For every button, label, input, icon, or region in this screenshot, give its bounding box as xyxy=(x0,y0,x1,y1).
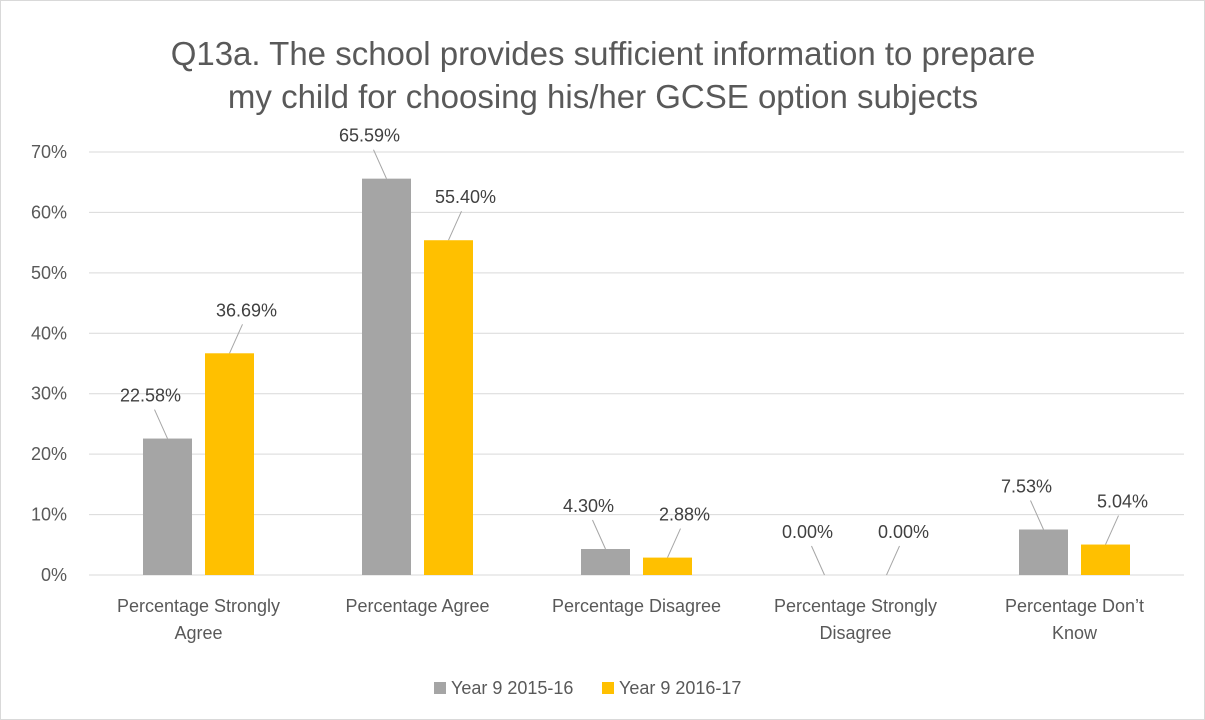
data-label-leader xyxy=(592,519,606,550)
bars xyxy=(143,178,1130,576)
chart-title-line: Q13a. The school provides sufficient inf… xyxy=(171,35,1036,72)
data-label-leader xyxy=(229,324,243,354)
legend-label: Year 9 2015-16 xyxy=(451,678,573,698)
y-tick-label: 40% xyxy=(31,323,67,343)
bar-year-9-2015-16 xyxy=(143,438,192,575)
data-label: 7.53% xyxy=(1001,476,1052,496)
x-category-label: Percentage Disagree xyxy=(552,596,721,616)
x-category-label: Agree xyxy=(174,623,222,643)
data-label: 4.30% xyxy=(563,496,614,516)
x-axis-categories: Percentage Strongly Agree Percentage Agree… xyxy=(117,596,1144,643)
data-label-leader xyxy=(1030,500,1044,530)
chart-title: Q13a. The school provides sufficient inf… xyxy=(171,35,1036,115)
data-label-leader xyxy=(886,545,900,576)
bar-year-9-2016-17 xyxy=(643,557,692,575)
chart-title-line: my child for choosing his/her GCSE optio… xyxy=(228,78,978,115)
bar-year-9-2015-16 xyxy=(1019,529,1068,575)
legend-swatch-year-9-2015-16 xyxy=(434,682,446,694)
bar-year-9-2015-16 xyxy=(581,549,630,575)
data-label-leader xyxy=(448,211,462,241)
data-label-leader xyxy=(373,149,387,179)
x-category-label: Disagree xyxy=(819,623,891,643)
bar-year-9-2016-17 xyxy=(205,353,254,575)
data-label: 65.59% xyxy=(339,126,400,146)
y-axis-ticks: 0% 10% 20% 30% 40% 50% 60% 70% xyxy=(31,142,67,585)
y-tick-label: 50% xyxy=(31,263,67,283)
x-category-label: Percentage Agree xyxy=(345,596,489,616)
y-tick-label: 70% xyxy=(31,142,67,162)
data-label: 36.69% xyxy=(216,300,277,320)
legend: Year 9 2015-16 Year 9 2016-17 xyxy=(434,678,741,698)
bar-year-9-2016-17 xyxy=(1081,544,1130,575)
bar-year-9-2015-16 xyxy=(362,178,411,576)
data-label-leader xyxy=(667,528,681,558)
data-label-leader xyxy=(154,409,168,439)
data-label: 55.40% xyxy=(435,187,496,207)
data-label-leaders xyxy=(154,149,1119,576)
data-label: 5.04% xyxy=(1097,492,1148,512)
legend-label: Year 9 2016-17 xyxy=(619,678,741,698)
y-tick-label: 30% xyxy=(31,384,67,404)
y-tick-label: 60% xyxy=(31,202,67,222)
data-labels: 22.58% 36.69% 65.59% 55.40% 4.30% 2.88% 0.00% 0… xyxy=(120,126,1148,542)
x-category-label: Know xyxy=(1052,623,1098,643)
data-label: 2.88% xyxy=(659,505,710,525)
y-tick-label: 0% xyxy=(41,565,67,585)
x-category-label: Percentage Strongly xyxy=(117,596,280,616)
y-tick-label: 20% xyxy=(31,444,67,464)
x-category-label: Percentage Don’t xyxy=(1005,596,1144,616)
data-label-leader xyxy=(811,545,825,576)
data-label: 22.58% xyxy=(120,386,181,406)
legend-swatch-year-9-2016-17 xyxy=(602,682,614,694)
y-tick-label: 10% xyxy=(31,505,67,525)
gridlines xyxy=(89,151,1184,576)
data-label-leader xyxy=(1105,515,1119,545)
x-category-label: Percentage Strongly xyxy=(774,596,937,616)
data-label: 0.00% xyxy=(878,522,929,542)
bar-year-9-2016-17 xyxy=(424,240,473,575)
data-label: 0.00% xyxy=(782,522,833,542)
